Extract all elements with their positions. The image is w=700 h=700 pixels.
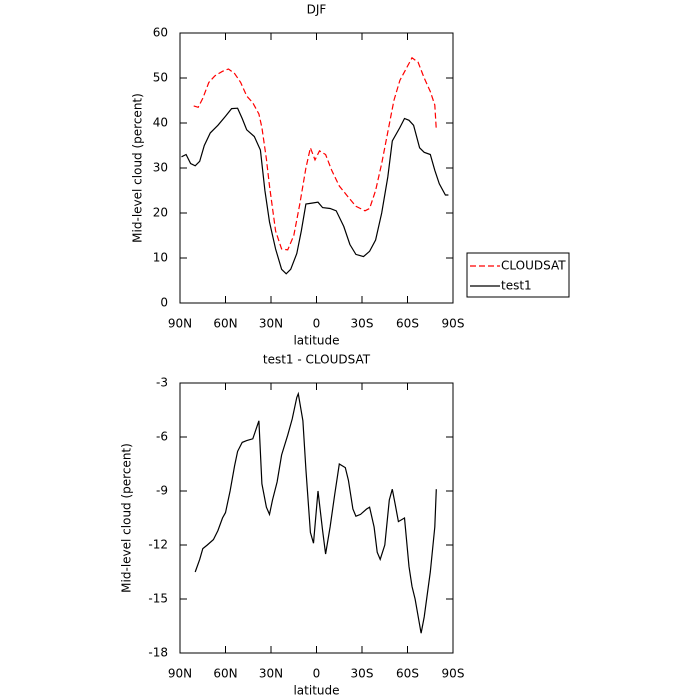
y-tick-label: -15	[148, 592, 168, 606]
x-tick-label: 90N	[168, 317, 192, 331]
data-line	[193, 56, 437, 251]
x-tick-label: 60N	[213, 667, 237, 681]
y-tick-label: 50	[153, 71, 168, 85]
x-tick-label: 90S	[442, 667, 465, 681]
y-tick-label: 30	[153, 161, 168, 175]
y-tick-label: 60	[153, 26, 168, 40]
y-tick-label: -18	[148, 646, 168, 660]
x-tick-label: 60S	[396, 667, 419, 681]
x-tick-label: 60N	[213, 317, 237, 331]
chart-title: DJF	[307, 3, 327, 17]
x-tick-label: 90S	[442, 317, 465, 331]
y-axis-label: Mid-level cloud (percent)	[131, 93, 145, 243]
legend-label: CLOUDSAT	[501, 259, 566, 273]
y-tick-label: 40	[153, 116, 168, 130]
x-tick-label: 0	[313, 667, 321, 681]
x-tick-label: 0	[313, 317, 321, 331]
x-axis-label: latitude	[293, 684, 339, 698]
y-tick-label: 20	[153, 206, 168, 220]
x-axis-label: latitude	[293, 334, 339, 348]
y-axis-label: Mid-level cloud (percent)	[120, 443, 134, 593]
x-tick-label: 30N	[259, 667, 283, 681]
legend-box	[466, 252, 570, 298]
data-line	[181, 107, 449, 275]
data-line	[194, 391, 437, 634]
y-tick-label: 0	[160, 296, 168, 310]
x-tick-label: 60S	[396, 317, 419, 331]
x-tick-label: 30N	[259, 317, 283, 331]
plot-frame	[179, 382, 454, 654]
x-tick-label: 30S	[351, 667, 374, 681]
legend-label: test1	[501, 279, 532, 293]
y-tick-label: -12	[148, 538, 168, 552]
chart-title: test1 - CLOUDSAT	[263, 353, 371, 367]
y-tick-label: 10	[153, 251, 168, 265]
x-tick-label: 90N	[168, 667, 192, 681]
y-tick-label: -6	[156, 430, 168, 444]
plot-frame	[179, 32, 454, 304]
x-tick-label: 30S	[351, 317, 374, 331]
y-tick-label: -3	[156, 376, 168, 390]
y-tick-label: -9	[156, 484, 168, 498]
